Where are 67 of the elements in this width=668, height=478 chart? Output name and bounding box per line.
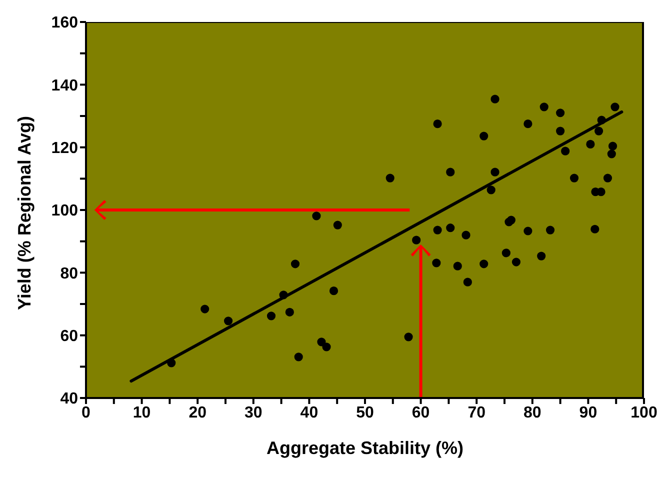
point [608, 142, 618, 150]
y-tick-label: 100 [51, 202, 78, 220]
x-tick-label: 10 [132, 404, 151, 422]
point [329, 286, 338, 296]
point [433, 226, 442, 234]
x-tick-label: 20 [188, 404, 207, 422]
point [290, 260, 300, 268]
point [285, 308, 294, 316]
point [266, 312, 276, 320]
x-tick-label: 60 [412, 404, 430, 422]
point [404, 332, 413, 342]
point [561, 146, 570, 156]
point [502, 248, 510, 258]
point [462, 230, 470, 240]
y-tick-label: 120 [51, 140, 78, 158]
y-tick-label: 40 [60, 390, 78, 408]
x-tick-label: 40 [300, 404, 318, 422]
point [480, 132, 488, 140]
x-tick-label: 100 [630, 404, 658, 422]
point [556, 108, 565, 118]
point [446, 168, 455, 176]
point [586, 140, 595, 148]
point [524, 120, 532, 128]
point [540, 102, 548, 112]
point [279, 290, 288, 300]
y-tick-label: 60 [60, 328, 78, 346]
point [333, 220, 342, 230]
point [433, 120, 442, 128]
point [200, 304, 210, 314]
point [607, 150, 616, 158]
x-tick-label: 50 [356, 404, 374, 422]
x-tick-label: 0 [82, 404, 91, 422]
point [432, 258, 441, 268]
point [597, 116, 606, 124]
x-axis-title: Aggregate Stability (%) [266, 438, 464, 458]
y-axis-title: Yield (% Regional Avg) [14, 116, 34, 310]
point [294, 352, 303, 362]
point [446, 224, 455, 232]
point [490, 168, 500, 176]
point [524, 226, 532, 236]
point [556, 126, 565, 136]
point [610, 102, 620, 112]
point [463, 278, 472, 286]
point [480, 260, 488, 268]
y-tick-label: 80 [60, 265, 78, 282]
point [312, 212, 321, 220]
y-tick-label: 140 [51, 77, 78, 94]
point [546, 226, 555, 234]
point [570, 174, 579, 182]
point [224, 316, 233, 326]
point [603, 174, 612, 182]
point [537, 252, 546, 260]
point [490, 94, 500, 104]
point [486, 186, 496, 194]
point [594, 126, 604, 136]
x-tick-label: 30 [244, 404, 262, 422]
y-tick-label: 160 [51, 14, 78, 32]
point [167, 358, 176, 368]
point [512, 258, 521, 266]
point [412, 236, 421, 244]
point [590, 224, 600, 234]
x-tick-label: 70 [468, 404, 486, 422]
point [453, 262, 462, 270]
x-tick-label: 80 [524, 404, 542, 422]
point [386, 174, 394, 182]
point [322, 342, 331, 352]
x-tick-label: 90 [579, 404, 598, 422]
